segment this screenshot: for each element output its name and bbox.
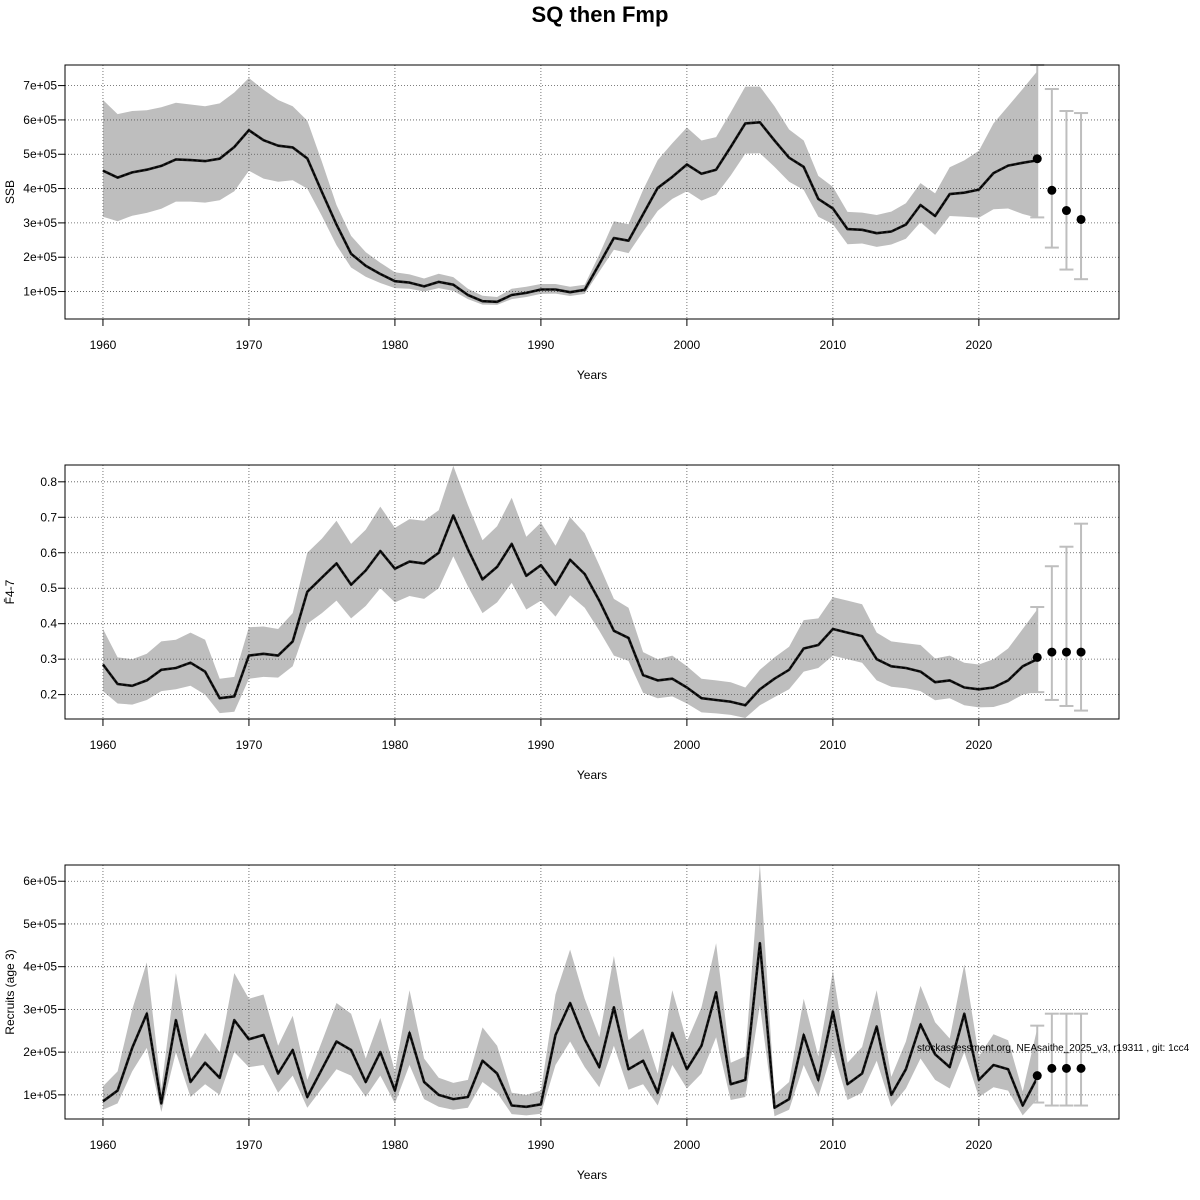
f-ytick-label-3: 0.5: [40, 581, 57, 595]
ssb-ytick-label-5: 6e+05: [23, 113, 57, 127]
f-plot-frame: [64, 464, 1120, 720]
recruits-xtick-label-1970: 1970: [236, 1138, 263, 1152]
f-ytick-label-5: 0.7: [40, 510, 57, 524]
f-ytick-label-2: 0.4: [40, 617, 57, 631]
recruits-forecast-point-2024: [1032, 1071, 1042, 1081]
f-xtick-label-2000: 2000: [674, 738, 701, 752]
recruits-ytick-label-5: 6e+05: [23, 874, 57, 888]
recruits-ytick-label-2: 3e+05: [23, 1002, 57, 1016]
recruits-xtick-label-1980: 1980: [382, 1138, 409, 1152]
recruits-xtick-label-1990: 1990: [528, 1138, 555, 1152]
f-forecast-point-2026: [1061, 647, 1071, 657]
recruits-panel: 1960 1970 1980 1990 2000 2010 2020 1e+05 2e+05 3e…: [3, 864, 1120, 1182]
recruits-forecast-point-2026: [1061, 1063, 1071, 1073]
ssb-xtick-label-2000: 2000: [674, 338, 701, 352]
f-estimate-dash: [102, 513, 1038, 707]
recruits-ytick-label-4: 5e+05: [23, 917, 57, 931]
f-xtick-label-1960: 1960: [90, 738, 117, 752]
recruits-plot-frame: [64, 864, 1120, 1120]
recruits-xtick-label-1960: 1960: [90, 1138, 117, 1152]
ssb-ytick-label-1: 2e+05: [23, 250, 57, 264]
f-ytick-label-1: 0.3: [40, 652, 57, 666]
f-xtick-label-1980: 1980: [382, 738, 409, 752]
ssb-ytick-label-4: 5e+05: [23, 147, 57, 161]
recruits-ytick-label-1: 2e+05: [23, 1045, 57, 1059]
ssb-y-axis-label: SSB: [3, 180, 17, 204]
ssb-ytick-label-6: 7e+05: [23, 79, 57, 93]
recruits-forecast-point-2025: [1047, 1063, 1057, 1073]
f-ytick-label-4: 0.6: [40, 546, 57, 560]
f-xtick-label-2010: 2010: [820, 738, 847, 752]
fishing-mortality-panel: 1960 1970 1980 1990 2000 2010 2020 0.2 0.3 0.4 0.5…: [3, 464, 1120, 782]
ssb-x-axis-label: Years: [577, 368, 607, 382]
f-forecast-point-2025: [1047, 647, 1057, 657]
ssb-xtick-label-2020: 2020: [966, 338, 993, 352]
f-xtick-label-1970: 1970: [236, 738, 263, 752]
f-ytick-label-6: 0.8: [40, 475, 57, 489]
recruits-confidence-band: [103, 864, 1038, 1117]
ssb-xtick-label-1990: 1990: [528, 338, 555, 352]
f-xtick-label-2020: 2020: [966, 738, 993, 752]
ssb-confidence-band: [103, 71, 1038, 305]
ssb-ytick-label-3: 4e+05: [23, 182, 57, 196]
f-forecast-point-2027: [1076, 647, 1086, 657]
recruits-ytick-label-0: 1e+05: [23, 1088, 57, 1102]
f-ytick-label-0: 0.2: [40, 688, 57, 702]
f-confidence-band: [103, 465, 1038, 718]
recruits-xtick-label-2010: 2010: [820, 1138, 847, 1152]
recruits-x-axis-label: Years: [577, 1168, 607, 1182]
ssb-ytick-label-2: 3e+05: [23, 216, 57, 230]
ssb-panel: 1960 1970 1980 1990 2000 2010 2020 1e+05 2e+05 3e…: [3, 64, 1120, 382]
ssb-forecast-point-2027: [1076, 214, 1086, 224]
credit-note: stockassessment.org, NEAsaithe_2025_v3, …: [917, 1043, 1190, 1054]
recruits-ytick-label-3: 4e+05: [23, 960, 57, 974]
recruits-forecast-point-2027: [1076, 1063, 1086, 1073]
ssb-ytick-label-0: 1e+05: [23, 285, 57, 299]
f-x-axis-label: Years: [577, 768, 607, 782]
ssb-forecast-point-2026: [1061, 206, 1071, 216]
ssb-xtick-label-1970: 1970: [236, 338, 263, 352]
recruits-estimate-dash: [102, 943, 1038, 1109]
chart-title: SQ then Fmp: [531, 2, 669, 27]
f-xtick-label-1990: 1990: [528, 738, 555, 752]
ssb-plot-frame: [64, 64, 1120, 320]
recruits-xtick-label-2000: 2000: [674, 1138, 701, 1152]
recruits-xtick-label-2020: 2020: [966, 1138, 993, 1152]
ssb-forecast-point-2025: [1047, 185, 1057, 195]
ssb-xtick-label-1960: 1960: [90, 338, 117, 352]
ssb-estimate-line: [102, 121, 1038, 304]
ssb-xtick-label-2010: 2010: [820, 338, 847, 352]
f-forecast-point-2024: [1032, 652, 1042, 662]
recruits-y-axis-label: Recruits (age 3): [3, 949, 17, 1034]
ssb-xtick-label-1980: 1980: [382, 338, 409, 352]
f-y-axis-label: F̄4-7: [3, 579, 17, 604]
ssb-forecast-point-2024: [1032, 154, 1042, 164]
